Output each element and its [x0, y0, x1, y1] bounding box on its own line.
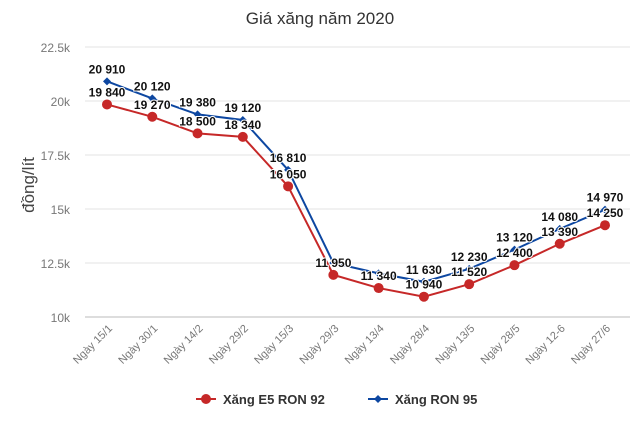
y-tick-label: 15k: [51, 203, 71, 217]
data-point: [373, 283, 384, 294]
data-point: [465, 264, 474, 273]
data-point: [374, 269, 383, 278]
x-tick-label: Ngày 29/3: [298, 323, 342, 367]
data-label: 18 500: [179, 114, 216, 128]
data-label: 14 970: [587, 191, 624, 205]
data-point: [509, 260, 520, 271]
y-tick-label: 20k: [51, 95, 71, 109]
data-label: 10 940: [406, 278, 443, 292]
data-label: 13 390: [541, 225, 578, 239]
data-label: 20 120: [134, 79, 171, 93]
data-point: [283, 181, 294, 192]
data-point: [284, 165, 293, 174]
data-point: [329, 259, 338, 267]
data-point: [554, 238, 565, 249]
data-point: [237, 131, 248, 142]
data-point: [147, 111, 158, 122]
data-point: [510, 245, 519, 254]
x-tick-label: Ngày 28/4: [388, 323, 432, 367]
data-point: [601, 205, 609, 214]
data-label: 14 250: [587, 206, 624, 220]
legend-label: Xăng E5 RON 92: [223, 392, 325, 407]
data-label: 11 340: [361, 269, 397, 283]
x-tick-label: Ngày 15/3: [252, 323, 296, 367]
y-tick-label: 10k: [51, 311, 71, 325]
chart-title: Giá xăng năm 2020: [246, 9, 394, 28]
data-point: [464, 279, 475, 290]
data-label: 19 380: [179, 95, 216, 109]
data-label: 19 120: [224, 101, 261, 115]
x-tick-label: Ngày 15/1: [71, 323, 115, 367]
data-point: [102, 99, 112, 110]
legend-label: Xăng RON 95: [395, 392, 477, 407]
data-label: 12 400: [496, 246, 533, 260]
data-point: [419, 277, 428, 286]
data-label: 14 080: [541, 210, 578, 224]
data-point: [328, 269, 339, 280]
data-point: [103, 77, 111, 86]
legend-marker: [374, 395, 382, 403]
x-tick-label: Ngày 29/2: [207, 323, 251, 367]
data-label: 11 950: [315, 256, 351, 270]
data-label: 16 050: [270, 167, 307, 181]
data-label: 20 910: [89, 62, 126, 76]
data-point: [238, 116, 247, 125]
x-tick-label: Ngày 28/5: [479, 323, 523, 367]
data-label: 12 230: [451, 250, 488, 264]
data-label: 19 840: [89, 85, 126, 99]
legend: Xăng E5 RON 92 Xăng RON 95: [196, 392, 477, 407]
data-label: 16 810: [270, 151, 307, 165]
data-label: 19 270: [134, 98, 171, 112]
x-tick-label: Ngày 30/1: [116, 323, 160, 367]
y-tick-label: 22.5k: [41, 41, 71, 55]
x-tick-label: Ngày 14/2: [162, 323, 206, 367]
y-axis-title: đồng/lít: [19, 157, 38, 213]
y-tick-label: 17.5k: [41, 149, 71, 163]
series-line: [106, 80, 606, 283]
data-point: [600, 220, 610, 231]
data-point: [418, 291, 429, 302]
x-tick-label: Ngày 12-6: [523, 323, 567, 367]
series-line: [106, 103, 606, 298]
data-label: 18 340: [224, 118, 261, 132]
data-label: 11 630: [406, 263, 442, 277]
x-tick-label: Ngày 13/5: [433, 323, 477, 367]
x-tick-label: Ngày 13/4: [343, 323, 387, 367]
data-point: [193, 110, 202, 119]
data-label: 11 520: [451, 265, 487, 279]
data-point: [555, 224, 564, 233]
legend-marker: [201, 394, 211, 404]
data-point: [192, 128, 203, 139]
data-point: [148, 94, 157, 103]
data-label: 13 120: [496, 231, 533, 245]
x-tick-label: Ngày 27/6: [569, 323, 613, 367]
y-tick-label: 12.5k: [41, 257, 71, 271]
